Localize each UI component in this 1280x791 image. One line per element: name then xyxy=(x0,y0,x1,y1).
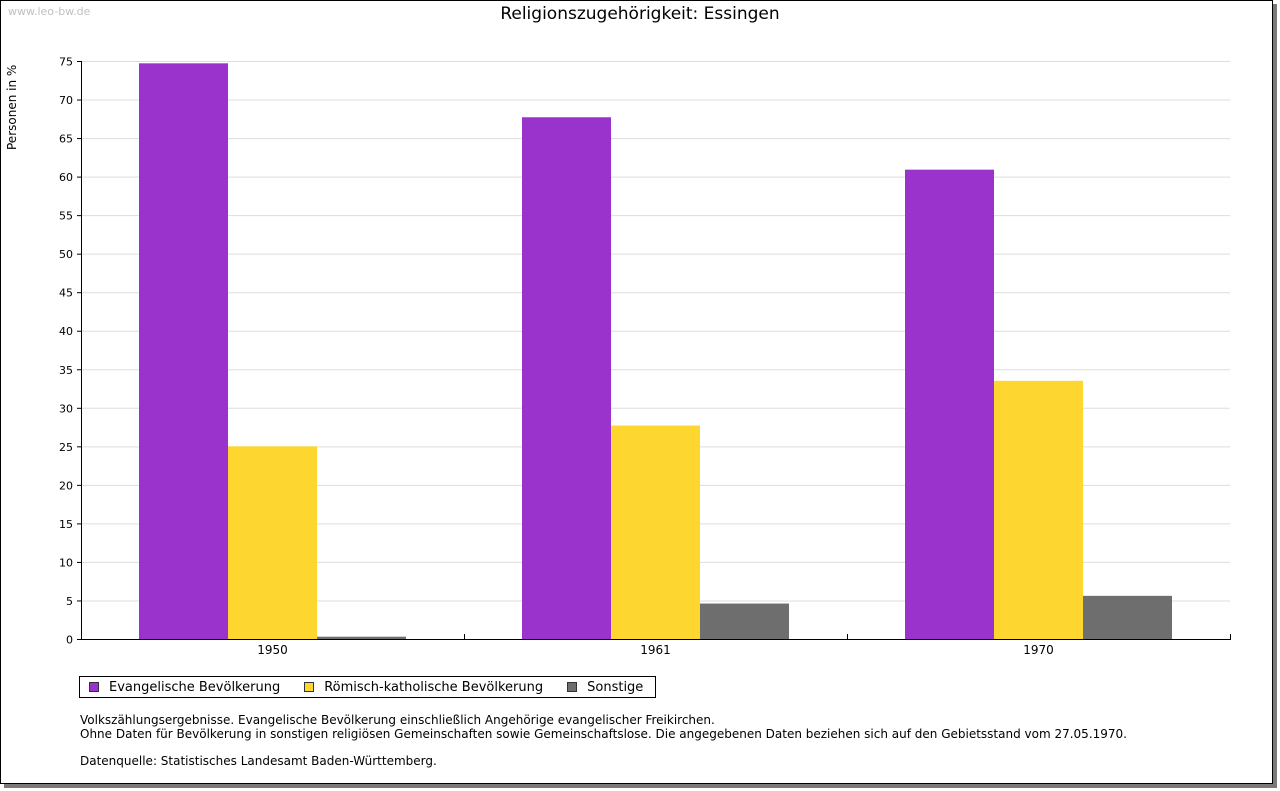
y-tick-label: 70 xyxy=(59,94,73,107)
bar-1970-0 xyxy=(905,169,994,639)
y-tick-label: 65 xyxy=(59,133,73,146)
y-tick-label: 35 xyxy=(59,364,73,377)
y-tick-label: 5 xyxy=(66,595,73,608)
x-tick-label: 1950 xyxy=(257,643,288,657)
y-tick-label: 75 xyxy=(59,56,73,69)
note-line-2: Ohne Daten für Bevölkerung in sonstigen … xyxy=(80,727,1127,741)
y-tick-label: 55 xyxy=(59,210,73,223)
watermark: www.leo-bw.de xyxy=(8,5,91,18)
y-tick-label: 45 xyxy=(59,287,73,300)
chart-title: Religionszugehörigkeit: Essingen xyxy=(500,4,780,24)
legend-swatch xyxy=(304,682,315,692)
legend-swatch xyxy=(89,682,99,692)
legend-label: Sonstige xyxy=(587,679,644,695)
tick-labels: 0 5 10 15 20 25 30 35 40 45 50 55 60 65 70 75 1950 1961 19… xyxy=(59,56,1054,658)
bars xyxy=(139,63,1172,639)
bar-1961-1 xyxy=(611,425,700,639)
y-tick-label: 20 xyxy=(59,479,73,492)
axes xyxy=(77,61,1231,640)
y-tick-label: 60 xyxy=(59,171,73,184)
y-tick-label: 30 xyxy=(59,402,73,415)
bar-1970-1 xyxy=(994,380,1083,639)
legend-label: Evangelische Bevölkerung xyxy=(109,679,281,695)
y-tick-label: 10 xyxy=(59,556,73,569)
legend-label: Römisch-katholische Bevölkerung xyxy=(324,679,544,695)
bar-1961-0 xyxy=(522,117,611,639)
note-line-1: Volkszählungsergebnisse. Evangelische Be… xyxy=(80,713,715,727)
legend-swatch xyxy=(567,682,578,692)
legend-item-sonstige[interactable]: Sonstige xyxy=(567,680,643,695)
chart-notes: Volkszählungsergebnisse. Evangelische Be… xyxy=(80,713,1127,768)
x-tick-label: 1961 xyxy=(640,643,671,657)
legend-item-katholisch[interactable]: Römisch-katholische Bevölkerung xyxy=(304,680,543,695)
chart-plot: 0 5 10 15 20 25 30 35 40 45 50 55 60 65 70 75 1950 1961 19… xyxy=(59,56,1231,658)
bar-1950-2 xyxy=(317,636,406,639)
bar-1970-2 xyxy=(1083,595,1172,639)
legend: Evangelische Bevölkerung Römisch-katholi… xyxy=(79,676,657,698)
data-source: Datenquelle: Statistisches Landesamt Bad… xyxy=(80,754,437,768)
bar-1961-2 xyxy=(700,603,789,639)
bar-1950-0 xyxy=(139,63,228,639)
legend-item-evangelisch[interactable]: Evangelische Bevölkerung xyxy=(89,680,280,695)
y-tick-label: 40 xyxy=(59,325,73,338)
y-tick-label: 25 xyxy=(59,441,73,454)
y-tick-label: 15 xyxy=(59,518,73,531)
y-tick-label: 0 xyxy=(66,634,73,647)
x-tick-label: 1970 xyxy=(1023,643,1054,657)
y-tick-label: 50 xyxy=(59,248,73,261)
bar-1950-1 xyxy=(228,446,317,639)
